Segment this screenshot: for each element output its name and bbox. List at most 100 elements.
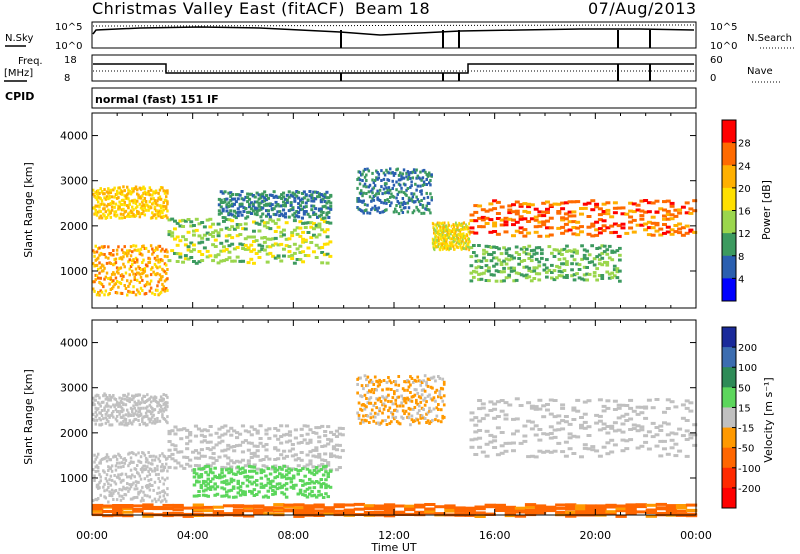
velocity-echo-cell <box>417 421 421 425</box>
power-echo-cell <box>615 267 620 271</box>
power-echo-cell <box>557 251 562 255</box>
velocity-echo-cell <box>229 480 234 484</box>
power-echo-cell <box>456 245 459 249</box>
power-echo-cell <box>138 202 142 206</box>
velocity-echo-cell <box>514 417 520 421</box>
velocity-echo-cell <box>102 417 105 421</box>
velocity-echo-cell <box>289 468 294 472</box>
power-echo-cell <box>624 212 630 216</box>
velocity-echo-cell <box>410 377 414 380</box>
power-echo-cell <box>113 262 116 266</box>
power-echo-cell <box>229 209 233 213</box>
power-echo-cell <box>123 216 126 219</box>
velocity-echo-cell <box>255 479 259 482</box>
velocity-echo-cell <box>680 403 686 407</box>
power-echo-cell <box>329 193 333 197</box>
power-echo-cell <box>402 206 406 210</box>
velocity-echo-cell <box>324 478 328 482</box>
power-echo-cell <box>248 203 252 207</box>
velocity-echo-cell <box>601 409 607 413</box>
power-echo-cell <box>262 224 267 228</box>
velocity-echo-cell <box>139 489 143 493</box>
power-echo-cell <box>610 276 615 280</box>
power-echo-cell <box>684 211 690 215</box>
power-echo-cell <box>310 204 314 208</box>
velocity-echo-cell <box>192 505 204 509</box>
velocity-echo-cell <box>567 432 573 436</box>
velocity-echo-cell <box>99 418 102 422</box>
power-echo-cell <box>231 193 235 196</box>
velocity-echo-cell <box>429 409 433 413</box>
velocity-echo-cell <box>120 416 124 419</box>
power-echo-cell <box>458 233 461 237</box>
velocity-echo-cell <box>192 468 197 472</box>
power-echo-cell <box>99 289 102 293</box>
power-echo-cell <box>421 176 425 180</box>
velocity-echo-cell <box>264 483 268 487</box>
velocity-echo-cell <box>655 511 667 515</box>
power-echo-cell <box>124 209 128 213</box>
power-echo-cell <box>414 200 417 204</box>
velocity-echo-cell <box>548 436 554 440</box>
power-echo-cell <box>137 210 140 214</box>
power-echo-cell <box>605 263 610 267</box>
velocity-echo-cell <box>113 474 116 477</box>
velocity-echo-cell <box>404 504 416 508</box>
power-echo-cell <box>219 241 224 245</box>
power-echo-cell <box>148 261 152 264</box>
power-echo-cell <box>571 200 577 204</box>
power-echo-cell <box>571 226 577 229</box>
velocity-echo-cell <box>401 404 405 408</box>
velocity-echo-cell <box>147 485 150 489</box>
power-echo-cell <box>597 274 602 277</box>
velocity-echo-cell <box>246 430 251 434</box>
velocity-echo-cell <box>645 514 657 518</box>
velocity-echo-cell <box>188 439 193 443</box>
velocity-echo-cell <box>266 477 271 481</box>
velocity-echo-cell <box>166 421 169 425</box>
power-echo-cell <box>230 242 235 246</box>
power-echo-cell <box>547 268 552 272</box>
power-echo-cell <box>136 260 139 264</box>
velocity-echo-cell <box>567 422 573 426</box>
power-echo-cell <box>136 205 139 209</box>
velocity-echo-cell <box>303 507 315 511</box>
power-echo-cell <box>565 263 569 266</box>
power-echo-cell <box>282 204 286 207</box>
velocity-echo-cell <box>366 390 370 394</box>
power-echo-cell <box>669 204 675 208</box>
velocity-echo-cell <box>97 401 100 405</box>
velocity-echo-cell <box>226 443 231 447</box>
velocity-echo-cell <box>319 493 324 497</box>
velocity-echo-cell <box>202 454 207 458</box>
velocity-colorbar-swatch <box>722 387 736 408</box>
velocity-echo-cell <box>157 486 160 490</box>
power-echo-cell <box>137 196 140 200</box>
power-echo-cell <box>268 227 273 231</box>
power-echo-cell <box>219 211 223 215</box>
velocity-y-tick-label: 3000 <box>60 382 88 395</box>
power-echo-cell <box>488 208 494 212</box>
velocity-echo-cell <box>215 485 220 489</box>
velocity-echo-cell <box>317 489 321 493</box>
power-echo-cell <box>109 188 113 192</box>
power-echo-cell <box>605 261 610 264</box>
power-echo-cell <box>157 260 160 264</box>
power-echo-cell <box>445 247 448 251</box>
velocity-echo-cell <box>214 443 219 447</box>
power-echo-cell <box>605 252 610 256</box>
power-echo-cell <box>131 211 134 215</box>
power-echo-cell <box>133 278 136 281</box>
velocity-echo-cell <box>480 450 486 454</box>
velocity-echo-cell <box>167 455 172 458</box>
velocity-echo-cell <box>529 427 535 431</box>
power-echo-cell <box>253 212 257 216</box>
velocity-echo-cell <box>366 401 370 405</box>
velocity-echo-cell <box>595 504 607 508</box>
power-echo-cell <box>268 245 273 249</box>
velocity-echo-cell <box>426 384 430 388</box>
velocity-echo-cell <box>158 495 162 499</box>
velocity-echo-cell <box>132 460 135 464</box>
velocity-echo-cell <box>555 506 567 510</box>
velocity-echo-cell <box>284 469 289 473</box>
